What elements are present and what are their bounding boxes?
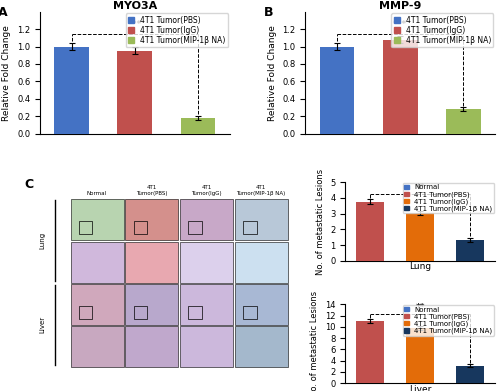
Bar [406, 328, 434, 383]
Y-axis label: Relative Fold Change: Relative Fold Change [268, 25, 277, 120]
Bar [126, 199, 178, 240]
Bar [79, 221, 92, 234]
Text: ***: *** [128, 20, 142, 29]
Bar [235, 284, 288, 325]
Bar [235, 326, 288, 367]
Text: Liver: Liver [40, 316, 46, 334]
Bar [134, 306, 147, 319]
Text: Lung: Lung [40, 232, 46, 249]
X-axis label: Liver: Liver [409, 385, 432, 391]
Bar [406, 213, 434, 261]
Bar [180, 242, 233, 283]
Text: B: B [264, 5, 273, 19]
Text: **: ** [416, 303, 425, 312]
Text: 4T1
Tumor(MIP-1β NA): 4T1 Tumor(MIP-1β NA) [236, 185, 286, 196]
X-axis label: Lung: Lung [409, 262, 431, 271]
Bar [70, 284, 124, 325]
Bar [54, 47, 89, 134]
Bar [180, 284, 233, 325]
Bar [383, 39, 418, 134]
Bar [456, 366, 484, 383]
Bar [126, 284, 178, 325]
Bar [446, 109, 481, 134]
Bar [70, 242, 124, 283]
Y-axis label: No. of metastatic Lesions: No. of metastatic Lesions [316, 169, 324, 274]
Bar [126, 326, 178, 367]
Text: **: ** [416, 183, 425, 192]
Text: 4T1
Tumor(IgG): 4T1 Tumor(IgG) [191, 185, 222, 196]
Bar [180, 199, 233, 240]
Bar [243, 306, 256, 319]
Legend: Normal, 4T1 Tumor(PBS), 4T1 Tumor(IgG), 4T1 Tumor(MIP-1β NA): Normal, 4T1 Tumor(PBS), 4T1 Tumor(IgG), … [402, 183, 494, 213]
Text: Normal: Normal [87, 191, 107, 196]
Y-axis label: Relative Fold Change: Relative Fold Change [2, 25, 12, 120]
Legend: 4T1 Tumor(PBS), 4T1 Tumor(IgG), 4T1 Tumor(MIP-1β NA): 4T1 Tumor(PBS), 4T1 Tumor(IgG), 4T1 Tumo… [392, 13, 494, 47]
Bar [356, 202, 384, 261]
Bar [456, 240, 484, 261]
Legend: 4T1 Tumor(PBS), 4T1 Tumor(IgG), 4T1 Tumor(MIP-1β NA): 4T1 Tumor(PBS), 4T1 Tumor(IgG), 4T1 Tumo… [126, 13, 228, 47]
Bar [126, 242, 178, 283]
Bar [235, 242, 288, 283]
Bar [243, 221, 256, 234]
Legend: Normal, 4T1 Tumor(PBS), 4T1 Tumor(IgG), 4T1 Tumor(MIP-1β NA): Normal, 4T1 Tumor(PBS), 4T1 Tumor(IgG), … [402, 305, 494, 336]
Text: A: A [0, 5, 8, 19]
Bar [320, 47, 354, 134]
Bar [79, 306, 92, 319]
Text: C: C [24, 178, 34, 191]
Text: ***: *** [393, 20, 407, 29]
Text: 4T1
Tumor(PBS): 4T1 Tumor(PBS) [136, 185, 168, 196]
Bar [188, 306, 202, 319]
Bar [70, 199, 124, 240]
Bar [235, 199, 288, 240]
Bar [356, 321, 384, 383]
Title: MMP-9: MMP-9 [379, 1, 422, 11]
Bar [180, 118, 216, 134]
Bar [134, 221, 147, 234]
Bar [118, 51, 152, 134]
Bar [70, 326, 124, 367]
Y-axis label: No. of metastatic Lesions: No. of metastatic Lesions [310, 291, 320, 391]
Bar [180, 326, 233, 367]
Title: MYO3A: MYO3A [112, 1, 157, 11]
Bar [188, 221, 202, 234]
